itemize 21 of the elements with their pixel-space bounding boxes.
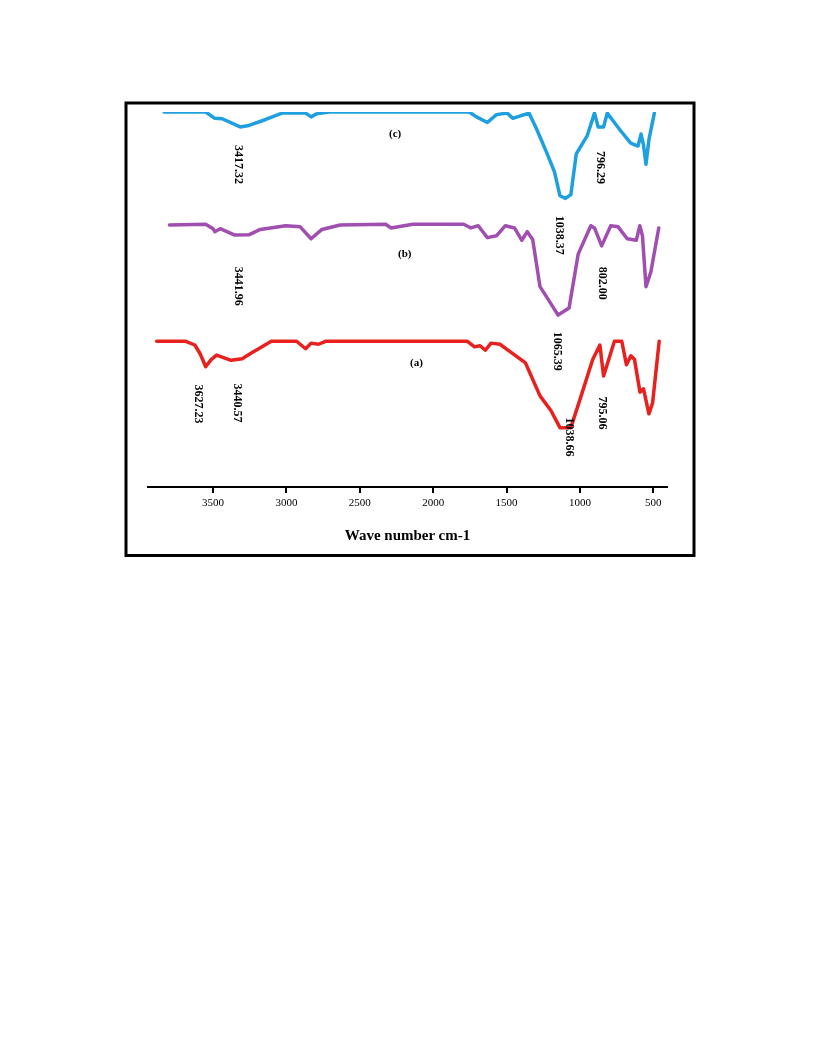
annotation: 1065.39 [550, 331, 565, 371]
annotation: 1038.66 [562, 417, 577, 457]
annotation: 795.06 [595, 396, 610, 430]
annotation: 796.29 [593, 150, 608, 184]
annotation: 3627.23 [191, 384, 206, 424]
x-tick-label: 2500 [348, 496, 372, 509]
annotation: (c) [389, 127, 402, 140]
x-tick-label: 3000 [275, 496, 298, 509]
annotation: 3441.96 [231, 266, 246, 306]
annotation: 3440.57 [230, 383, 245, 423]
x-axis-title: Wave number cm-1 [344, 526, 471, 543]
annotation: (a) [410, 356, 424, 369]
annotation: 802.00 [595, 266, 610, 300]
x-tick-label: 3500 [202, 496, 225, 509]
annotation: 3417.32 [231, 144, 246, 184]
annotation: 1038.37 [552, 215, 567, 255]
x-tick-label: 1500 [495, 496, 519, 509]
x-tick-label: 1000 [568, 496, 592, 509]
annotation: (b) [398, 247, 412, 260]
x-tick-label: 2000 [422, 496, 445, 509]
x-tick-label: 500 [645, 496, 663, 509]
